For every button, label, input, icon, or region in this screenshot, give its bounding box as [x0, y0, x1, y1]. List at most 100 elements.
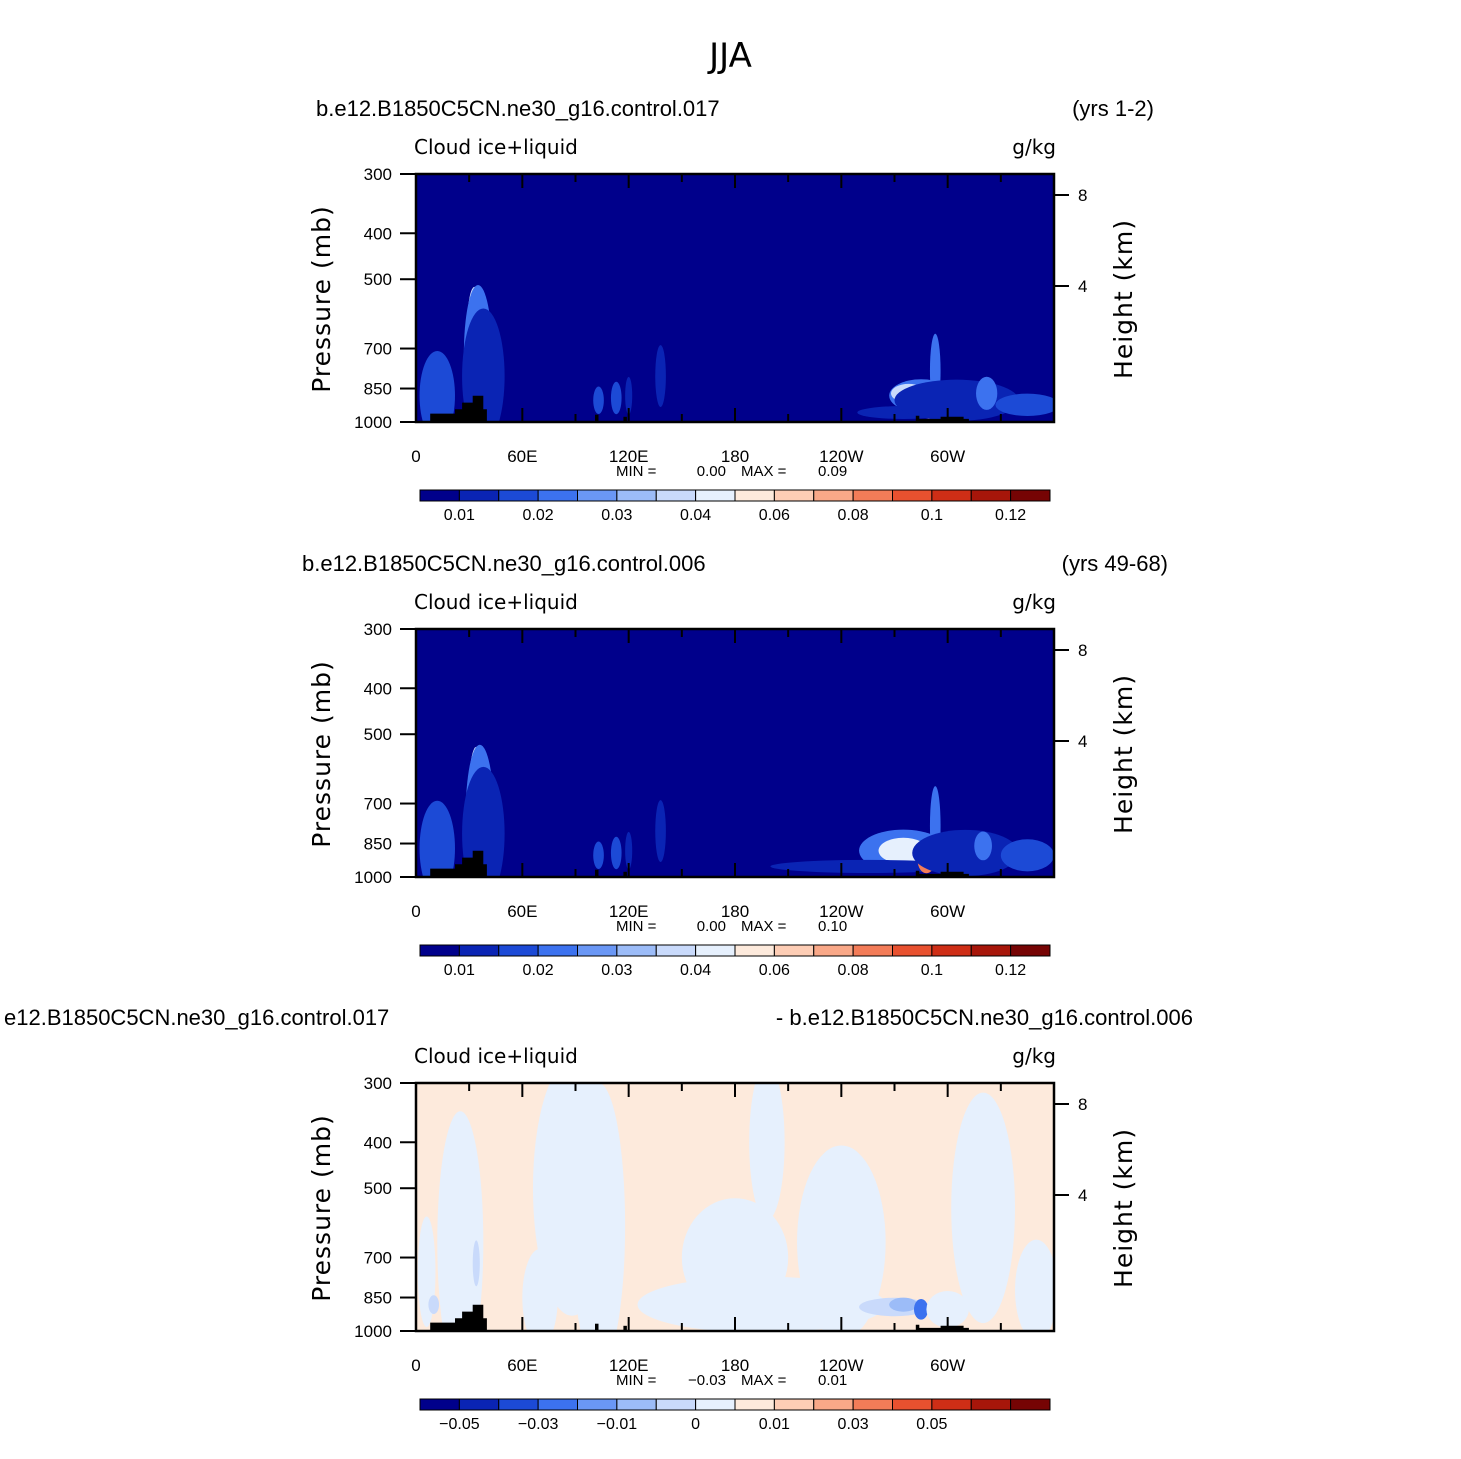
colorbar-swatch [458, 489, 500, 502]
colorbar-swatch [458, 1398, 500, 1411]
x-tick-label: 180 [721, 447, 749, 466]
terrain-mask [915, 415, 969, 422]
terrain-mask [423, 1304, 487, 1331]
colorbar-label: 0.08 [838, 962, 869, 979]
colorbar-label: 0.06 [759, 507, 790, 524]
min-value: 0.00 [697, 463, 726, 480]
colorbar-label: 0.08 [838, 507, 869, 524]
contour-region [610, 381, 622, 415]
colorbar-swatch [537, 489, 578, 502]
x-tick-label: 120E [609, 902, 649, 921]
plot-area [416, 629, 1054, 877]
terrain-mask [595, 869, 599, 877]
colorbar-swatch [813, 944, 854, 957]
x-tick-label: 120E [609, 1356, 649, 1375]
colorbar-swatch [616, 944, 657, 957]
colorbar-swatch [734, 944, 775, 957]
y-right-axis-label: Height (km) [1109, 219, 1138, 379]
x-tick-label: 120W [819, 1356, 863, 1375]
colorbar-label: 0.01 [444, 962, 475, 979]
colorbar-swatch [498, 1398, 539, 1411]
plot-area [416, 1083, 1054, 1331]
max-value: 0.01 [818, 1372, 847, 1389]
colorbar-swatch [655, 944, 697, 957]
contour-region [571, 1083, 626, 1331]
colorbar-label: −0.01 [597, 1416, 638, 1433]
colorbar-label: 0.03 [601, 507, 632, 524]
y-tick-label: 700 [364, 340, 392, 359]
contour-region [951, 1092, 1016, 1324]
contour-region [681, 1198, 789, 1317]
colorbar-label: −0.05 [439, 1416, 480, 1433]
y-right-tick-label: 8 [1078, 1095, 1087, 1114]
colorbar-swatch [773, 1398, 815, 1411]
colorbar-label: 0.03 [838, 1416, 869, 1433]
x-tick-label: 60E [507, 447, 537, 466]
y-tick-label: 500 [364, 1179, 392, 1198]
min-label: MIN = [616, 1372, 657, 1389]
years-label: (yrs 1-2) [1072, 96, 1154, 121]
panel-1: b.e12.B1850C5CN.ne30_g16.control.017 (yrs… [307, 96, 1154, 524]
contour-region [462, 308, 505, 422]
colorbar-swatch [577, 1398, 618, 1411]
terrain-mask [595, 1323, 599, 1331]
y-right-tick-label: 8 [1078, 186, 1087, 205]
contour-region [913, 1298, 929, 1320]
colorbar-swatch [695, 1398, 736, 1411]
colorbar-swatch [1010, 944, 1051, 957]
contour-region [472, 1240, 480, 1287]
colorbar-swatch [1010, 1398, 1051, 1411]
colorbar-swatch [852, 489, 893, 502]
contour-region [437, 1111, 484, 1331]
case-title: e12.B1850C5CN.ne30_g16.control.017 [4, 1005, 389, 1030]
terrain-mask [915, 870, 969, 877]
colorbar-label: −0.03 [518, 1416, 559, 1433]
colorbar-swatch [734, 1398, 775, 1411]
y-tick-label: 500 [364, 270, 392, 289]
colorbar-swatch [577, 489, 618, 502]
contour-region [593, 386, 604, 415]
y-tick-label: 850 [364, 835, 392, 854]
panel-3: e12.B1850C5CN.ne30_g16.control.017 - b.e1… [4, 1005, 1193, 1433]
case-title: b.e12.B1850C5CN.ne30_g16.control.017 [316, 96, 720, 121]
colorbar-swatch [852, 1398, 893, 1411]
colorbar-swatch [773, 944, 815, 957]
panel-2: b.e12.B1850C5CN.ne30_g16.control.006 (yrs… [302, 551, 1168, 979]
colorbar-swatch [773, 489, 815, 502]
colorbar-swatch [616, 489, 657, 502]
terrain-mask [423, 395, 487, 422]
contour-region [625, 376, 633, 415]
colorbar-label: 0.06 [759, 962, 790, 979]
years-label: - b.e12.B1850C5CN.ne30_g16.control.006 [776, 1005, 1193, 1030]
colorbar-swatch [813, 1398, 854, 1411]
max-label: MAX = [741, 463, 787, 480]
contour-region [1015, 1239, 1054, 1331]
max-value: 0.10 [818, 918, 847, 935]
colorbar-swatch [892, 489, 933, 502]
y-tick-label: 1000 [354, 1322, 392, 1341]
y-tick-label: 700 [364, 795, 392, 814]
x-tick-label: 120E [609, 447, 649, 466]
colorbar-swatch [970, 1398, 1012, 1411]
contour-region [625, 831, 633, 870]
min-value: 0.00 [697, 918, 726, 935]
colorbar-label: 0.04 [680, 962, 711, 979]
x-tick-label: 0 [411, 1356, 420, 1375]
plot-area [416, 174, 1054, 422]
field-label: Cloud ice+liquid [414, 1044, 578, 1068]
y-tick-label: 1000 [354, 413, 392, 432]
colorbar-swatch [931, 489, 972, 502]
contour-region [770, 859, 966, 873]
colorbar-swatch [695, 489, 736, 502]
contour-region [1000, 839, 1054, 872]
max-value: 0.09 [818, 463, 847, 480]
min-label: MIN = [616, 463, 657, 480]
min-label: MIN = [616, 918, 657, 935]
colorbar-swatch [813, 489, 854, 502]
contour-region [889, 1297, 918, 1312]
units-label: g/kg [1012, 135, 1056, 159]
colorbar-swatch [419, 1398, 460, 1411]
terrain-mask [623, 1325, 627, 1331]
y-tick-label: 400 [364, 679, 392, 698]
contour-region [593, 841, 604, 870]
